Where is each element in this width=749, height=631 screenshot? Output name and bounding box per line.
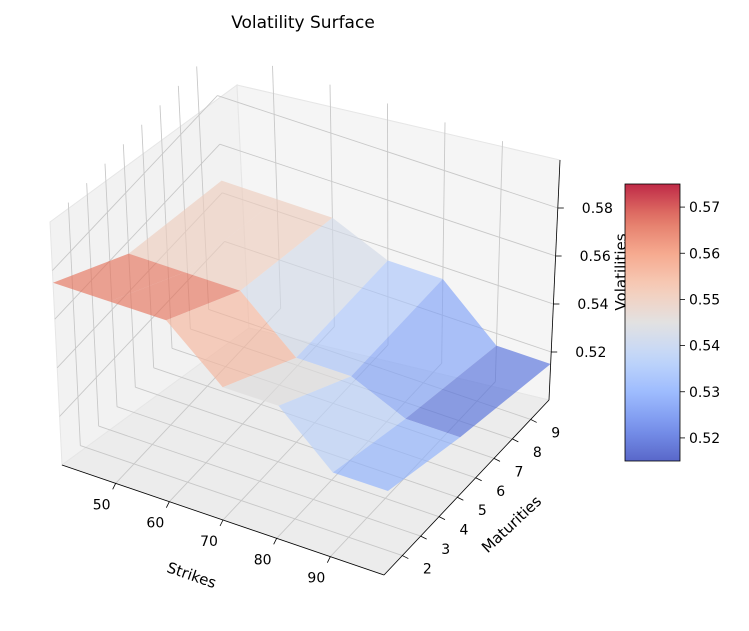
surface-patch [405,345,551,438]
surface-plot [53,180,551,491]
y-tick-mark [475,477,482,482]
x-tick-label: 50 [93,497,111,513]
y-tick-label: 7 [515,464,524,480]
x-axis-label: Strikes [165,558,219,592]
grid-line-z [217,95,558,209]
colorbar: 0.52 0.53 0.54 0.55 0.56 0.57 [624,183,720,462]
x-tick-label: 60 [146,516,164,532]
surface-patch [184,199,333,291]
y-tick-mark [402,555,409,559]
surface-patch [128,180,277,273]
surface-patch [296,260,443,377]
surface-patch [109,272,241,321]
x-tick-mark [112,483,117,490]
x-tick-mark [165,501,170,508]
chart-title: Volatility Surface [231,13,375,33]
grid-line-z [52,95,218,271]
x-tick-label: 80 [254,552,272,568]
y-tick-label: 3 [441,542,450,558]
x-tick-label: 90 [307,571,325,587]
y-axis-label: Maturities [478,492,545,556]
x-tick-label: 70 [200,534,218,550]
colorbar-tick-label: 0.52 [689,431,720,447]
colorbar-tick-label: 0.53 [689,385,720,401]
y-tick-mark [420,535,427,540]
z-tick-label: 0.58 [582,201,613,217]
z-tick-label: 0.56 [580,249,611,265]
x-tick-mark [326,556,331,563]
y-tick-mark [438,516,446,521]
colorbar-tick-label: 0.55 [689,292,720,308]
grid-line-z [219,143,556,257]
surface-patch [332,418,461,491]
y-tick-label: 4 [460,523,469,539]
z-tick-label: 0.52 [575,345,606,361]
x-tick-mark [219,519,224,527]
colorbar-tick-label: 0.57 [689,200,720,216]
y-tick-label: 9 [551,425,560,441]
grid-line-y [80,445,403,556]
y-tick-label: 8 [533,445,542,461]
surface-patch [222,357,352,406]
grid-line-y [98,425,421,537]
y-tick-mark [530,419,537,423]
grid-line-y [67,202,81,446]
z-axis-line [548,159,561,401]
y-tick-mark [457,496,464,501]
z-tick-label: 0.54 [577,297,608,313]
surface-patch [351,279,497,419]
colorbar-tick-label: 0.56 [689,246,720,262]
colorbar-gradient [624,183,681,462]
colorbar-tick-label: 0.54 [689,339,720,355]
grid-line-y [86,183,100,427]
y-tick-label: 5 [478,503,487,519]
surface-patch [166,290,297,388]
surface-patch [278,376,406,473]
surface-patch [53,253,185,302]
x-tick-mark [273,538,278,545]
y-tick-mark [512,438,519,443]
y-tick-label: 2 [423,562,432,578]
surface-patch [240,217,388,358]
grid-line-x [494,141,503,382]
y-tick-label: 6 [496,484,505,500]
y-axis-line [383,399,550,576]
grid-line-y [116,406,440,518]
y-tick-mark [493,457,501,462]
